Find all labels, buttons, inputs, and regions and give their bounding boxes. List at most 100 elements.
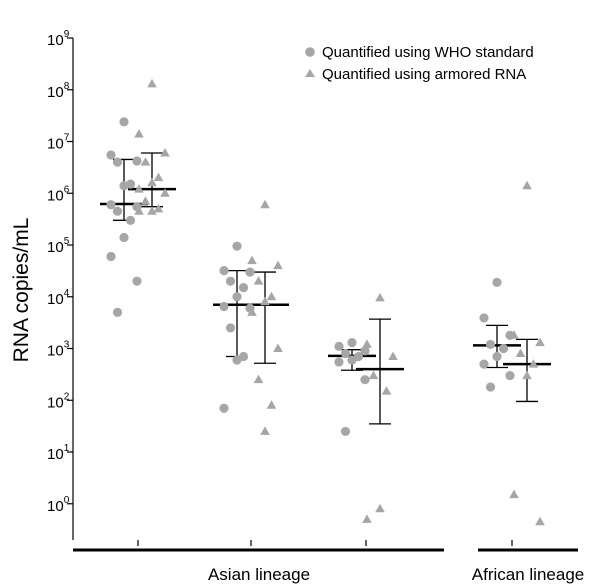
legend-label-armored: Quantified using armored RNA: [322, 66, 526, 83]
data-point-who: [232, 241, 242, 251]
data-point-who: [112, 157, 123, 167]
group-brackets: Asian lineage African lineage: [73, 540, 584, 584]
data-point-who: [479, 313, 489, 323]
data-point-armored: [134, 206, 144, 215]
data-point-armored: [266, 400, 277, 409]
data-point-who: [219, 301, 229, 312]
data-point-armored: [381, 386, 392, 395]
data-point-armored: [522, 180, 532, 190]
legend: Quantified using WHO standard Quantified…: [305, 44, 534, 83]
data-point-armored: [260, 296, 270, 306]
data-point-armored: [253, 276, 264, 285]
data-point-who: [225, 276, 236, 286]
y-tick-label: 102: [47, 391, 70, 411]
y-axis-title: RNA copies/mL: [10, 218, 33, 363]
data-point-who: [245, 267, 255, 277]
y-tick-label: 101: [47, 443, 70, 463]
data-point-who: [219, 403, 229, 413]
data-point-armored: [253, 374, 264, 384]
data-point-armored: [362, 514, 372, 523]
y-tick-label: 100: [47, 495, 70, 515]
data-point-who: [112, 307, 123, 317]
data-point-who: [106, 251, 116, 262]
data-point-who: [340, 426, 351, 437]
legend-circle-marker: [305, 47, 315, 57]
data-point-armored: [247, 307, 257, 316]
data-point-who: [132, 156, 142, 166]
data-point-armored: [153, 172, 164, 182]
data-point-who: [119, 117, 129, 127]
data-point-armored: [140, 157, 151, 166]
legend-label-who: Quantified using WHO standard: [322, 44, 534, 61]
data-point-armored: [260, 199, 270, 209]
data-point-who: [238, 283, 249, 293]
african-lineage-label: African lineage: [472, 565, 584, 584]
data-point-armored: [528, 359, 539, 368]
data-point-armored: [160, 188, 170, 197]
data-point-armored: [147, 206, 157, 215]
data-point-who: [505, 370, 515, 381]
data-point-who: [492, 277, 502, 287]
legend-triangle-marker: [305, 69, 315, 77]
data-point-armored: [260, 426, 270, 435]
data-point-who: [360, 346, 370, 356]
data-point-who: [106, 200, 116, 210]
data-point-armored: [266, 291, 277, 301]
data-point-who: [334, 357, 344, 367]
data-point-who: [347, 355, 357, 365]
data-point-armored: [368, 370, 379, 380]
data-point-armored: [134, 128, 144, 138]
data-point-who: [119, 181, 129, 191]
data-point-armored: [375, 503, 385, 513]
data-point-armored: [535, 337, 545, 347]
data-point-who: [485, 382, 496, 392]
data-point-who: [119, 232, 129, 243]
data-points: [106, 78, 545, 526]
data-point-armored: [509, 330, 519, 339]
data-point-armored: [140, 196, 151, 205]
data-point-who: [334, 341, 344, 351]
data-point-who: [479, 359, 489, 369]
data-point-armored: [535, 516, 545, 526]
data-point-who: [125, 215, 136, 225]
data-point-armored: [153, 203, 164, 213]
data-point-who: [347, 338, 357, 348]
data-point-who: [232, 292, 242, 302]
data-point-armored: [147, 177, 157, 187]
y-tick-label: 109: [47, 29, 70, 49]
data-point-who: [360, 375, 370, 385]
data-point-armored: [375, 292, 385, 302]
asian-lineage-label: Asian lineage: [208, 565, 310, 584]
data-point-who: [498, 343, 509, 354]
y-tick-label: 106: [47, 184, 70, 204]
data-point-armored: [515, 348, 526, 358]
y-tick-label: 103: [47, 340, 70, 360]
axes: RNA copies/mL: [10, 38, 74, 540]
data-point-armored: [509, 489, 519, 499]
data-point-armored: [388, 351, 398, 361]
data-point-armored: [273, 343, 283, 353]
data-point-who: [112, 206, 123, 216]
data-point-armored: [147, 78, 157, 88]
data-point-armored: [362, 339, 372, 348]
data-point-who: [106, 150, 116, 160]
data-point-armored: [273, 260, 283, 270]
data-point-who: [225, 323, 236, 333]
data-point-armored: [160, 147, 170, 157]
y-ticks: 100 101 102 103 104 105 106 107 108 109: [47, 29, 73, 515]
y-tick-label: 107: [47, 133, 70, 153]
data-point-who: [219, 266, 229, 276]
data-point-who: [132, 276, 142, 286]
data-point-who: [485, 339, 496, 350]
data-point-armored: [522, 370, 532, 380]
data-point-armored: [134, 184, 144, 193]
y-tick-label: 108: [47, 81, 70, 101]
y-tick-label: 104: [47, 288, 70, 308]
data-point-who: [492, 351, 502, 362]
data-point-who: [340, 348, 351, 359]
data-point-who: [232, 355, 242, 365]
y-tick-label: 105: [47, 236, 70, 256]
data-point-armored: [247, 255, 257, 265]
